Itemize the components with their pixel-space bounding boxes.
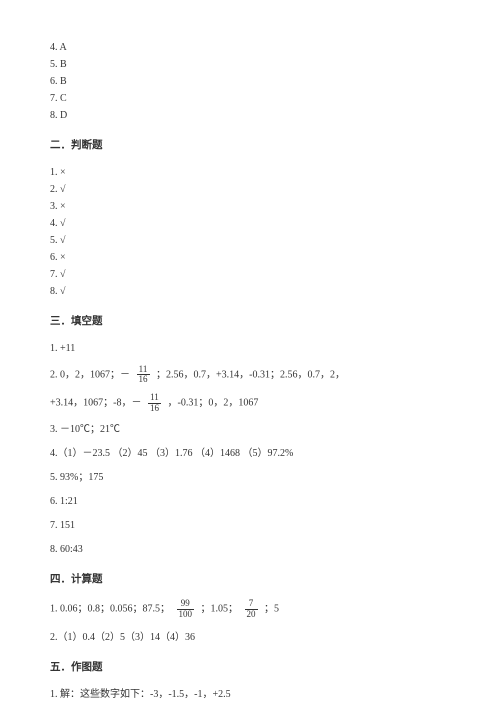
fraction: 99 100 xyxy=(177,599,195,620)
fill-text: ，-0.31；0，2，1067 xyxy=(167,398,258,409)
judge-item: 6. × xyxy=(50,250,450,266)
section4-answers: 1. 0.06；0.8；0.056；87.5； 99 100 ；1.05； 7 … xyxy=(50,599,450,646)
calc-text: ；1.05； xyxy=(201,604,239,615)
section5-title: 五．作图题 xyxy=(50,660,450,677)
fill-item: 6. 1:21 xyxy=(50,494,450,510)
fraction-denominator: 16 xyxy=(148,404,161,414)
calc-text: ；5 xyxy=(264,604,279,615)
solve-item: 1. 解：这些数字如下：-3，-1.5，-1，+2.5 xyxy=(50,687,450,703)
judge-item: 7. √ xyxy=(50,267,450,283)
fraction-denominator: 100 xyxy=(177,610,195,620)
fraction: 7 20 xyxy=(245,599,258,620)
section3-answers: 1. +11 2. 0，2，1067；－ 11 16 ；2.56，0.7，+3.… xyxy=(50,341,450,559)
answer-item: 4. A xyxy=(50,40,450,56)
calc-text: 1. 0.06；0.8；0.056；87.5； xyxy=(50,604,170,615)
calc-item: 2.（1）0.4（2）5（3）14（4）36 xyxy=(50,630,450,646)
judge-item: 4. √ xyxy=(50,216,450,232)
judge-item: 8. √ xyxy=(50,284,450,300)
judge-item: 1. × xyxy=(50,165,450,181)
fill-item: 1. +11 xyxy=(50,341,450,357)
judge-item: 5. √ xyxy=(50,233,450,249)
section4-title: 四．计算题 xyxy=(50,572,450,589)
fraction-denominator: 16 xyxy=(137,375,150,385)
answer-item: 6. B xyxy=(50,74,450,90)
section1-answers: 4. A 5. B 6. B 7. C 8. D xyxy=(50,40,450,124)
fill-text: +3.14，1067；-8，－ xyxy=(50,398,141,409)
fill-item: 7. 151 xyxy=(50,518,450,534)
fill-item: 4.（1）－23.5 （2）45 （3）1.76 （4）1468 （5）97.2… xyxy=(50,446,450,462)
fraction-denominator: 20 xyxy=(245,610,258,620)
answer-item: 8. D xyxy=(50,108,450,124)
answer-item: 5. B xyxy=(50,57,450,73)
judge-item: 2. √ xyxy=(50,182,450,198)
fill-item: 8. 60:43 xyxy=(50,542,450,558)
section5-answers: 1. 解：这些数字如下：-3，-1.5，-1，+2.5 xyxy=(50,687,450,703)
section2-title: 二．判断题 xyxy=(50,138,450,155)
fill-text: ；2.56，0.7，+3.14，-0.31；2.56，0.7，2， xyxy=(156,369,345,380)
judge-item: 3. × xyxy=(50,199,450,215)
fraction: 11 16 xyxy=(148,393,161,414)
fill-item: 5. 93%；175 xyxy=(50,470,450,486)
fill-item: 2. 0，2，1067；－ 11 16 ；2.56，0.7，+3.14，-0.3… xyxy=(50,365,450,386)
section3-title: 三．填空题 xyxy=(50,314,450,331)
fill-text: 2. 0，2，1067；－ xyxy=(50,369,130,380)
section2-answers: 1. × 2. √ 3. × 4. √ 5. √ 6. × 7. √ 8. √ xyxy=(50,165,450,300)
fill-item: 3. －10℃；21℃ xyxy=(50,422,450,438)
answer-item: 7. C xyxy=(50,91,450,107)
fill-item: +3.14，1067；-8，－ 11 16 ，-0.31；0，2，1067 xyxy=(50,393,450,414)
fraction: 11 16 xyxy=(137,365,150,386)
calc-item: 1. 0.06；0.8；0.056；87.5； 99 100 ；1.05； 7 … xyxy=(50,599,450,620)
